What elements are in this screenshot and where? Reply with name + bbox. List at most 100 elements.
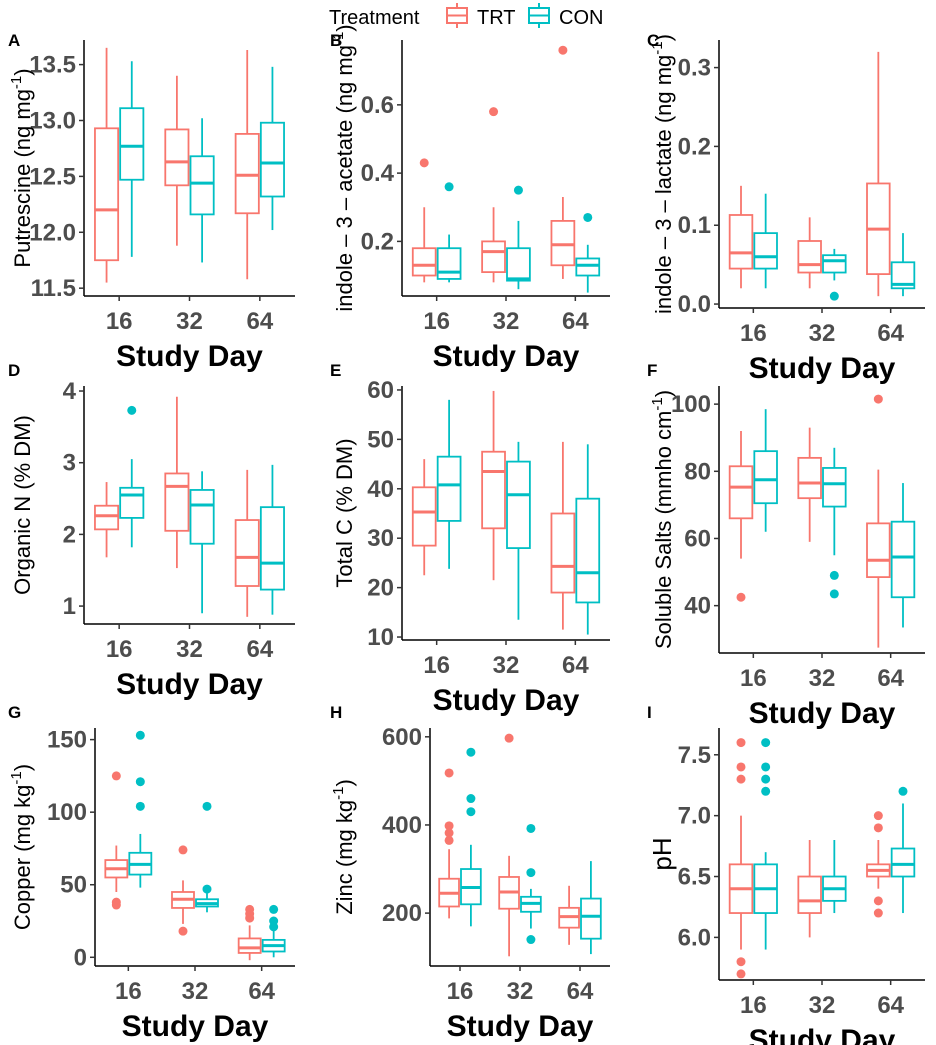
panel-b-box-trt-32 <box>481 107 506 283</box>
outlier-point <box>829 570 839 580</box>
panel-b-box-con-32 <box>506 185 531 290</box>
outlier-point <box>444 768 454 778</box>
outlier-point <box>135 777 145 787</box>
panel-i-box-trt-16 <box>728 738 754 979</box>
panel-g-y-title-sup: -1 <box>8 771 25 784</box>
panel-b-y-title-text: indole – 3 – acetate (ng mg <box>332 45 357 312</box>
legend-title: Treatment <box>329 7 420 29</box>
panel-c-xtick-label: 16 <box>740 320 767 347</box>
panel-a-y-title-close: ) <box>10 68 35 75</box>
outlier-point <box>526 823 536 833</box>
panel-c-box-trt-16 <box>728 185 754 289</box>
panel-a-xtick-label: 64 <box>246 308 273 335</box>
panel-a-xtick-label: 32 <box>176 308 203 335</box>
panel-g-box-con-16 <box>128 730 153 888</box>
box-iqr <box>890 847 916 878</box>
panel-f-box-trt-16 <box>728 431 754 602</box>
panel-g-box-trt-32 <box>171 845 195 936</box>
panel-h-ytick-label: 600 <box>382 724 422 751</box>
panel-i-xtick-label: 64 <box>877 992 904 1019</box>
outlier-point <box>111 771 121 781</box>
panel-g-x-title: Study Day <box>122 1010 269 1043</box>
outlier-point <box>736 738 746 748</box>
panel-g-ytick-label: 100 <box>47 799 87 826</box>
panel-f-xtick-label: 16 <box>740 665 767 692</box>
panel-e-tag: E <box>330 361 341 380</box>
panel-e: E 10 20 30 40 50 60 16 32 64 Study Day Total C (% D… <box>330 361 610 717</box>
panel-d-ytick-label: 4 <box>63 378 77 405</box>
panel-e-ytick-label: 50 <box>367 426 394 453</box>
panel-a-x-title: Study Day <box>116 340 263 373</box>
panel-g-ytick-label: 150 <box>47 727 87 754</box>
panel-a-xtick-label: 16 <box>106 308 133 335</box>
box-iqr <box>728 214 754 270</box>
panel-c-xtick-label: 32 <box>809 320 836 347</box>
panel-d-box-trt-64 <box>234 469 260 617</box>
outlier-point <box>466 794 476 804</box>
panel-h-box-trt-32 <box>498 733 520 957</box>
box-iqr <box>436 455 462 522</box>
panel-g-tag: G <box>8 703 21 722</box>
panel-a-box-con-32 <box>189 118 215 263</box>
panel-d-y-title: Organic N (% DM) <box>10 415 35 595</box>
panel-i-tag: I <box>647 703 652 722</box>
panel-i-xtick-label: 32 <box>809 992 836 1019</box>
panel-i-box-con-16 <box>753 738 778 950</box>
panel-h-xtick-label: 32 <box>507 978 534 1005</box>
panel-h-xtick-label: 16 <box>447 978 474 1005</box>
panel-e-ytick-label: 40 <box>367 476 394 503</box>
panel-d-xtick-label: 64 <box>246 636 273 663</box>
panel-e-box-trt-64 <box>550 441 576 630</box>
panel-a-ytick-label: 12.5 <box>29 163 76 190</box>
panel-c-ytick-label: 0.2 <box>678 133 711 160</box>
panel-g-xtick-label: 64 <box>248 978 275 1005</box>
box-iqr <box>550 512 576 594</box>
panel-g-xtick-label: 16 <box>115 978 142 1005</box>
panel-d-box-con-64 <box>259 464 285 615</box>
panel-d-xtick-label: 32 <box>176 636 203 663</box>
panel-f-xtick-label: 64 <box>877 665 904 692</box>
panel-a-ytick-label: 11.5 <box>31 275 76 302</box>
outlier-point <box>466 807 476 817</box>
panel-g-y-title-text: Copper (mg kg <box>10 785 35 931</box>
panel-d-box-trt-16 <box>94 482 120 558</box>
panel-d-box-con-16 <box>119 405 145 548</box>
panel-e-xtick-label: 32 <box>493 652 520 679</box>
panel-h-x-title: Study Day <box>447 1010 594 1043</box>
panel-c-ytick-label: 0.1 <box>678 212 711 239</box>
box-iqr <box>797 240 822 274</box>
outlier-point <box>736 969 746 979</box>
outlier-point <box>269 904 279 914</box>
panel-c-y-title-text: indole – 3 – lactate (ng mg <box>651 55 676 314</box>
box-iqr <box>436 247 462 280</box>
panel-e-box-trt-16 <box>411 459 437 576</box>
panel-c-ytick-label: 0.0 <box>678 291 711 318</box>
panel-i-x-title: Study Day <box>749 1024 896 1045</box>
box-iqr <box>822 467 847 508</box>
panel-f-tag: F <box>647 361 657 380</box>
panel-e-box-con-32 <box>506 441 531 620</box>
panel-d-ytick-label: 3 <box>63 450 76 477</box>
panel-a-y-title-text: Putrescine (ng mg <box>10 89 35 268</box>
box-iqr <box>481 450 506 530</box>
outlier-point <box>202 801 212 811</box>
outlier-point <box>873 896 883 906</box>
panel-f-box-trt-64 <box>866 394 891 648</box>
panel-e-y-title-text: Total C (% DM) <box>332 438 357 587</box>
panel-f-box-con-16 <box>753 409 778 532</box>
panel-c-y-title-close: ) <box>651 34 676 41</box>
legend-key-trt <box>446 3 468 28</box>
box-iqr <box>797 875 822 914</box>
panel-i-y-title: pH <box>647 837 677 870</box>
panel-b-y-title-sup: -1 <box>330 32 347 45</box>
panel-b-xtick-label: 16 <box>423 308 450 335</box>
panel-a-ytick-label: 12.0 <box>29 219 76 246</box>
box-iqr <box>797 456 822 500</box>
panel-h-ytick-label: 400 <box>382 812 422 839</box>
panel-a: A 11.5 12.0 12.5 13.0 13.5 16 32 64 Study Day Putr… <box>8 31 295 373</box>
panel-f-ytick-label: 40 <box>684 593 711 620</box>
panel-g-box-trt-64 <box>237 904 262 961</box>
outlier-point <box>761 786 771 796</box>
panel-f-y-title-sup: -1 <box>649 397 666 410</box>
panel-a-box-trt-16 <box>94 47 120 283</box>
